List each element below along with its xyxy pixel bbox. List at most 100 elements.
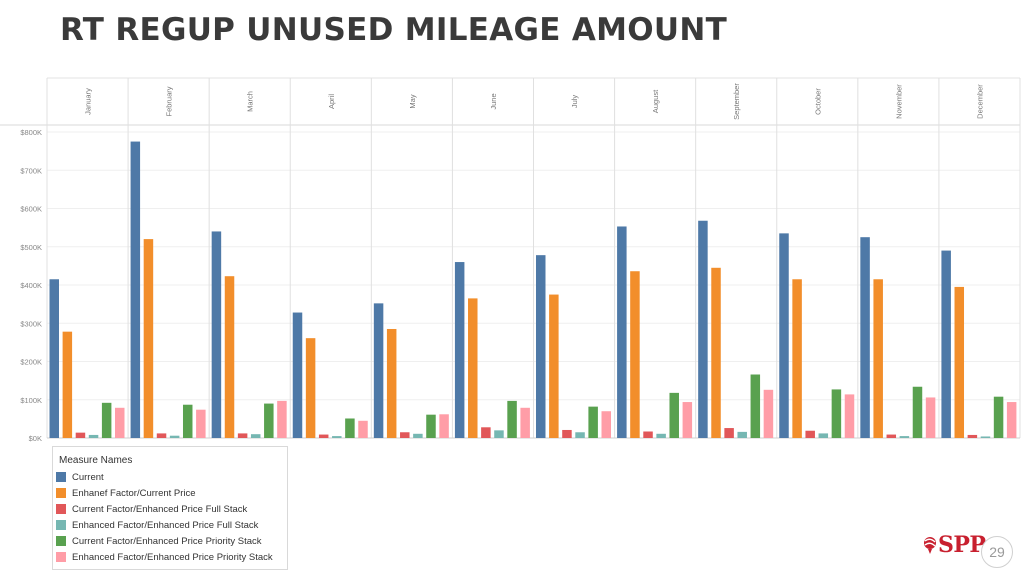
legend-label: Current Factor/Enhanced Price Full Stack: [72, 503, 248, 515]
bar-may-series-2: [386, 328, 397, 438]
bar-november-series-4: [899, 436, 910, 438]
bar-november-series-5: [912, 386, 923, 438]
bar-january-series-6: [115, 407, 125, 438]
month-header-april: April: [327, 94, 336, 109]
bar-december-series-3: [967, 434, 978, 438]
bar-november-series-3: [886, 434, 897, 438]
bar-december-series-4: [980, 436, 991, 438]
bar-october-series-1: [779, 233, 789, 438]
y-tick-label: $0K: [29, 434, 42, 443]
bar-march-series-6: [277, 400, 287, 438]
bar-february-series-4: [169, 435, 180, 438]
bar-february-series-1: [130, 141, 141, 438]
bar-july-series-3: [562, 429, 572, 438]
legend-item[interactable]: Current: [53, 469, 287, 485]
bar-june-series-6: [520, 407, 530, 438]
y-tick-label: $700K: [20, 166, 42, 175]
month-header-december: December: [975, 84, 984, 119]
bar-august-series-4: [656, 433, 666, 438]
bar-august-series-2: [630, 271, 640, 438]
bar-july-series-1: [536, 255, 546, 438]
month-header-may: May: [408, 94, 417, 108]
bar-september-series-4: [737, 431, 747, 438]
bar-september-series-6: [763, 389, 774, 438]
bar-november-series-2: [873, 279, 883, 438]
legend-swatch: [56, 536, 66, 546]
bar-july-series-6: [601, 411, 611, 438]
bar-may-series-6: [439, 414, 449, 438]
legend-swatch: [56, 488, 66, 498]
bar-february-series-6: [196, 409, 206, 438]
spp-logo-text: SPP: [938, 532, 986, 558]
bar-april-series-6: [358, 420, 368, 438]
bar-june-series-1: [454, 262, 465, 438]
legend: Measure Names Current Enhanef Factor/Curr…: [52, 446, 288, 570]
legend-swatch: [56, 552, 66, 562]
month-header-october: October: [813, 88, 822, 115]
legend-item[interactable]: Enhanced Factor/Enhanced Price Priority …: [53, 549, 287, 565]
month-header-august: August: [651, 89, 660, 113]
bar-january-series-5: [101, 402, 112, 438]
bar-april-series-2: [305, 338, 316, 438]
bar-july-series-5: [588, 406, 598, 438]
bar-march-series-5: [264, 403, 274, 438]
bar-february-series-5: [182, 404, 193, 438]
bar-august-series-6: [682, 402, 693, 438]
legend-label: Current Factor/Enhanced Price Priority S…: [72, 535, 262, 547]
bar-october-series-6: [844, 394, 855, 438]
month-header-march: March: [246, 91, 255, 112]
bar-january-series-3: [75, 432, 86, 438]
y-tick-label: $800K: [20, 128, 42, 137]
bar-november-series-1: [860, 237, 870, 438]
legend-item[interactable]: Current Factor/Enhanced Price Priority S…: [53, 533, 287, 549]
bar-chart: $0K $100K $200K $300K $400K $500K $600K $700K $8…: [0, 77, 1021, 443]
legend-item[interactable]: Current Factor/Enhanced Price Full Stack: [53, 501, 287, 517]
bar-december-series-6: [1006, 402, 1017, 438]
bar-december-series-1: [941, 250, 951, 438]
legend-label: Enhanced Factor/Enhanced Price Full Stac…: [72, 519, 259, 531]
bar-april-series-1: [292, 312, 303, 438]
month-header-january: January: [84, 88, 93, 115]
slide-title: RT REGUP UNUSED MILEAGE AMOUNT: [60, 12, 728, 48]
legend-label: Current: [72, 471, 104, 483]
y-tick-label: $600K: [20, 205, 42, 214]
month-header-july: July: [570, 95, 579, 109]
bar-february-series-2: [143, 239, 154, 438]
y-tick-label: $100K: [20, 396, 42, 405]
legend-swatch: [56, 472, 66, 482]
legend-swatch: [56, 520, 66, 530]
y-tick-label: $300K: [20, 319, 42, 328]
legend-label: Enhanced Factor/Enhanced Price Priority …: [72, 551, 273, 563]
y-tick-label: $500K: [20, 243, 42, 252]
bar-march-series-3: [237, 433, 248, 438]
legend-label: Enhanef Factor/Current Price: [72, 487, 196, 499]
bar-november-series-6: [925, 397, 936, 438]
bar-april-series-3: [318, 434, 329, 438]
legend-title: Measure Names: [59, 455, 133, 466]
bar-december-series-2: [954, 286, 965, 438]
bar-may-series-5: [426, 414, 436, 438]
bar-march-series-4: [250, 434, 261, 438]
legend-swatch: [56, 504, 66, 514]
bar-june-series-5: [507, 400, 517, 438]
bar-august-series-1: [617, 226, 627, 438]
month-header-september: September: [732, 83, 741, 120]
month-header-february: February: [165, 86, 174, 116]
bar-july-series-2: [549, 294, 559, 438]
bar-january-series-1: [49, 279, 59, 438]
legend-item[interactable]: Enhanced Factor/Enhanced Price Full Stac…: [53, 517, 287, 533]
bar-september-series-2: [711, 267, 721, 438]
bar-june-series-4: [494, 430, 504, 438]
bar-september-series-3: [724, 428, 734, 438]
y-tick-label: $400K: [20, 281, 42, 290]
legend-item[interactable]: Enhanef Factor/Current Price: [53, 485, 287, 501]
month-header-november: November: [894, 84, 903, 119]
bar-may-series-3: [400, 432, 410, 438]
bar-december-series-5: [993, 396, 1004, 438]
bar-february-series-3: [156, 433, 167, 438]
bar-january-series-2: [62, 331, 73, 438]
month-header-june: June: [489, 93, 498, 109]
bar-october-series-4: [818, 433, 829, 438]
bar-june-series-3: [481, 427, 491, 438]
spp-logo: SPP: [922, 532, 986, 558]
